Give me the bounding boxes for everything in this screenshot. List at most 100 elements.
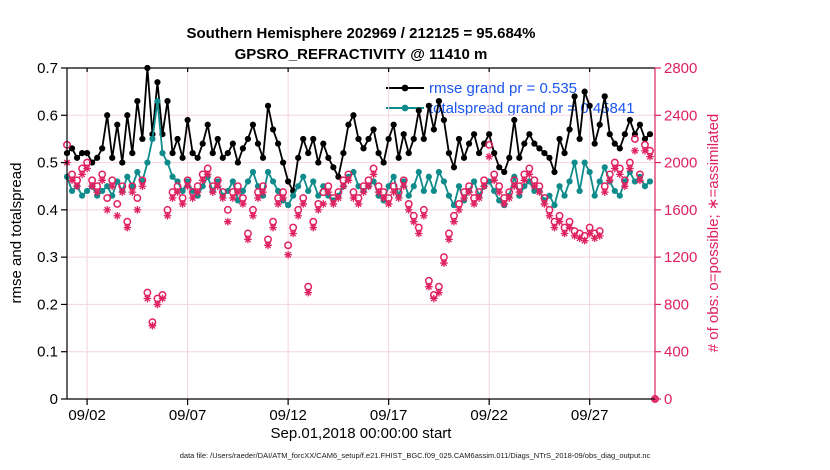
rmse-marker [78,150,86,157]
assimilated-obs-marker [450,217,458,226]
totalspread-marker [310,178,317,185]
totalspread-marker [244,178,252,185]
rmse-marker [616,145,623,152]
x-tick-label: 09/07 [169,407,207,424]
assimilated-obs-marker [555,217,564,226]
rmse-marker [566,126,573,133]
assimilated-obs-marker [440,259,448,267]
assimilated-obs-marker [148,321,157,330]
rmse-marker [516,154,523,161]
assimilated-obs-marker [560,229,569,238]
totalspread-marker [430,187,437,195]
rmse-marker [465,140,473,147]
rmse-marker [269,126,277,133]
totalspread-marker [159,150,166,157]
rmse-marker [591,140,598,147]
rmse-marker [470,131,478,138]
rmse-marker [486,131,493,138]
assimilated-obs-marker [500,200,509,208]
assimilated-obs-marker [636,176,644,185]
assimilated-obs-marker [264,241,272,250]
rmse-marker [415,107,422,114]
totalspread-marker [249,168,257,176]
left-tick-label: 0.4 [37,202,58,219]
assimilated-obs-marker [143,294,152,303]
assimilated-obs-marker [455,206,463,214]
right-tick-label: 1200 [664,249,697,266]
rmse-marker [174,135,181,143]
assimilated-obs-marker [83,164,91,173]
assimilated-obs-marker [229,194,237,202]
possible-obs-marker [485,140,494,149]
rmse-marker [365,135,372,143]
assimilated-obs-marker [535,188,544,196]
rmse-marker [295,154,302,161]
assimilated-obs-marker [550,223,559,232]
assimilated-obs-marker [435,288,443,297]
assimilated-obs-marker [600,188,609,196]
rmse-marker [335,173,342,180]
totalspread-marker [571,159,578,166]
rmse-marker [511,116,518,124]
assimilated-obs-marker [374,188,383,196]
assimilated-obs-marker [540,200,549,208]
totalspread-marker [425,173,432,180]
totalspread-marker [561,192,568,199]
totalspread-marker [390,173,397,180]
rmse-marker [320,140,327,147]
totalspread-marker [78,192,86,199]
totalspread-marker [295,183,302,190]
rmse-marker [576,135,583,143]
assimilated-obs-marker [616,170,624,179]
assimilated-obs-marker [118,188,127,196]
totalspread-marker [315,192,322,199]
right-tick-label: 0 [664,391,672,408]
assimilated-obs-marker [389,188,398,196]
rmse-marker [330,164,337,171]
possible-obs-marker [133,194,142,202]
assimilated-obs-marker [465,188,473,196]
assimilated-obs-marker [319,200,328,208]
assimilated-obs-marker [244,235,252,244]
assimilated-obs-marker [570,232,579,240]
totalspread-marker [591,192,598,199]
totalspread-marker [104,183,111,190]
assimilated-obs-marker [259,188,267,196]
totalspread-marker [455,183,463,190]
totalspread-marker [641,183,649,190]
possible-obs-marker [630,134,639,143]
assimilated-obs-marker [460,194,468,202]
totalspread-marker [616,192,623,199]
rmse-marker [541,150,548,157]
assimilated-obs-marker [590,234,599,243]
rmse-marker [209,150,216,157]
assimilated-obs-marker [158,294,167,303]
assimilated-obs-marker [605,176,614,185]
assimilated-obs-marker [324,188,333,196]
rmse-marker [395,154,402,161]
rmse-marker [104,112,111,119]
right-tick-label: 2000 [664,155,697,172]
assimilated-obs-marker [530,182,539,191]
totalspread-marker [611,187,618,195]
assimilated-obs-marker [610,164,619,173]
rmse-marker [310,135,317,143]
rmse-marker [199,140,206,147]
assimilated-obs-marker [595,232,604,240]
assimilated-obs-marker [198,176,207,185]
assimilated-obs-marker [520,176,529,185]
assimilated-obs-marker [334,194,343,202]
rmse-marker [380,159,387,166]
rmse-marker [244,135,252,143]
rmse-marker [325,154,332,161]
rmse-marker [119,159,126,166]
assimilated-obs-marker [78,170,86,179]
assimilated-obs-marker [470,200,478,208]
rmse-marker [621,131,628,138]
assimilated-obs-marker [163,211,172,220]
totalspread-marker [285,202,292,209]
rmse-marker [224,150,231,157]
totalspread-marker [440,178,448,185]
rmse-marker [385,135,392,143]
rmse-marker [350,112,357,119]
